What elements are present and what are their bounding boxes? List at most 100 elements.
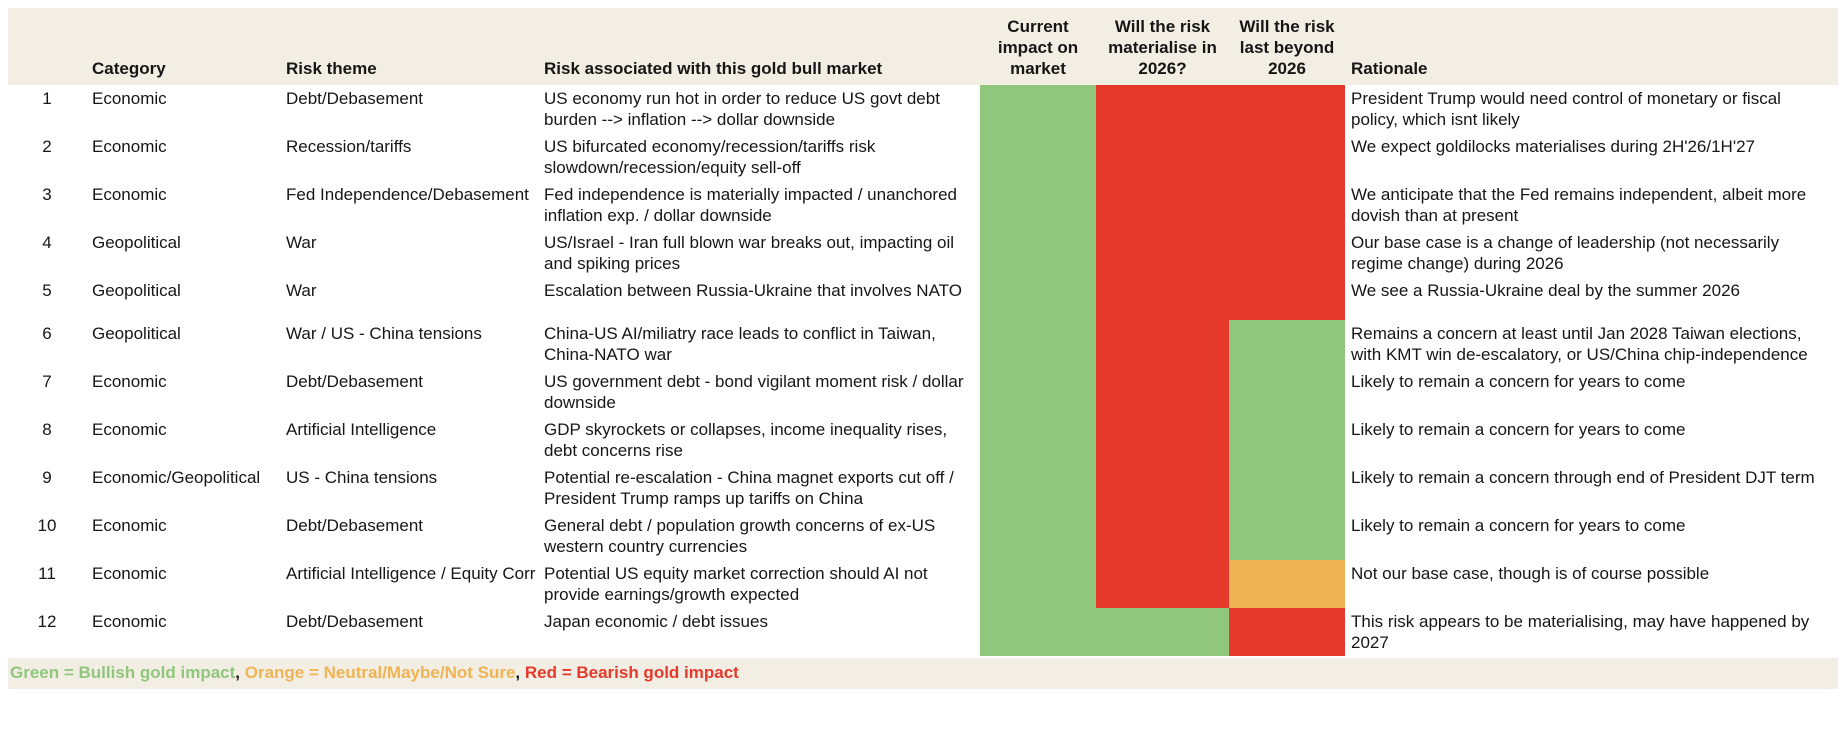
risk-description-cell: Potential US equity market correction sh…: [544, 564, 928, 604]
table-row: 3 Economic Fed Independence/Debasement Fed …: [8, 181, 1838, 229]
beyond-rating-cell: [1229, 85, 1345, 133]
risk-description-cell: China-US AI/miliatry race leads to confl…: [544, 324, 936, 364]
impact-rating-cell: [980, 464, 1096, 512]
table-row: 7 Economic Debt/Debasement US government de…: [8, 368, 1838, 416]
table-row: 5 Geopolitical War Escalation between Russi…: [8, 277, 1838, 320]
impact-rating-cell: [980, 368, 1096, 416]
col-header-materialise-2026: Will the risk materialise in 2026?: [1108, 17, 1217, 78]
table-row: 2 Economic Recession/tariffs US bifurcated …: [8, 133, 1838, 181]
category-cell: Economic: [92, 137, 167, 156]
col-header-risk-description: Risk associated with this gold bull mark…: [544, 59, 883, 78]
col-header-current-impact: Current impact on market: [997, 17, 1079, 78]
category-cell: Economic: [92, 185, 167, 204]
row-number: 12: [37, 612, 57, 631]
legend-segment: Green = Bullish gold impact: [10, 663, 236, 682]
materialise-rating-cell: [1096, 608, 1229, 656]
beyond-rating-cell: [1229, 229, 1345, 277]
legend: Green = Bullish gold impact, Orange = Ne…: [8, 658, 1838, 689]
risk-theme-cell: Debt/Debasement: [286, 516, 424, 535]
risk-description-cell: GDP skyrockets or collapses, income ineq…: [544, 420, 948, 460]
risk-theme-cell: Recession/tariffs: [286, 137, 412, 156]
table-row: 6 Geopolitical War / US - China tensions Ch…: [8, 320, 1838, 368]
rationale-cell: Likely to remain a concern for years to …: [1351, 372, 1686, 391]
risk-description-cell: US government debt - bond vigilant momen…: [544, 372, 964, 412]
row-number: 2: [42, 137, 52, 156]
materialise-rating-cell: [1096, 512, 1229, 560]
materialise-rating-cell: [1096, 560, 1229, 608]
materialise-rating-cell: [1096, 416, 1229, 464]
risk-theme-cell: Artificial Intelligence / Equity Corr: [286, 564, 536, 583]
impact-rating-cell: [980, 320, 1096, 368]
beyond-rating-cell: [1229, 416, 1345, 464]
legend-segment: ,: [235, 663, 245, 682]
materialise-rating-cell: [1096, 464, 1229, 512]
materialise-rating-cell: [1096, 277, 1229, 320]
category-cell: Economic: [92, 612, 167, 631]
table-row: 10 Economic Debt/Debasement General debt / …: [8, 512, 1838, 560]
beyond-rating-cell: [1229, 277, 1345, 320]
rationale-cell: This risk appears to be materialising, m…: [1351, 612, 1810, 652]
impact-rating-cell: [980, 229, 1096, 277]
legend-segment: Orange = Neutral/Maybe/Not Sure: [244, 663, 516, 682]
impact-rating-cell: [980, 133, 1096, 181]
category-cell: Economic: [92, 420, 167, 439]
impact-rating-cell: [980, 181, 1096, 229]
table-row: 8 Economic Artificial Intelligence GDP skyr…: [8, 416, 1838, 464]
table-row: 9 Economic/Geopolitical US - China tension…: [8, 464, 1838, 512]
table-row: 11 Economic Artificial Intelligence / Equi…: [8, 560, 1838, 608]
row-number: 7: [42, 372, 52, 391]
beyond-rating-cell: [1229, 560, 1345, 608]
risk-theme-cell: War / US - China tensions: [286, 324, 482, 343]
beyond-rating-cell: [1229, 181, 1345, 229]
beyond-rating-cell: [1229, 320, 1345, 368]
materialise-rating-cell: [1096, 229, 1229, 277]
beyond-rating-cell: [1229, 512, 1345, 560]
row-number: 10: [37, 516, 57, 535]
row-number: 4: [42, 233, 52, 252]
row-number: 11: [38, 564, 56, 583]
risk-theme-cell: Debt/Debasement: [286, 612, 424, 631]
category-cell: Geopolitical: [92, 281, 181, 300]
risk-theme-cell: Fed Independence/Debasement: [286, 185, 529, 204]
table-row: 12 Economic Debt/Debasement Japan economic …: [8, 608, 1838, 656]
category-cell: Economic: [92, 564, 167, 583]
materialise-rating-cell: [1096, 133, 1229, 181]
beyond-rating-cell: [1229, 464, 1345, 512]
beyond-rating-cell: [1229, 368, 1345, 416]
risk-description-cell: Escalation between Russia-Ukraine that i…: [544, 281, 962, 300]
materialise-rating-cell: [1096, 368, 1229, 416]
risk-description-cell: Japan economic / debt issues: [544, 612, 768, 631]
risk-description-cell: US bifurcated economy/recession/tariffs …: [544, 137, 876, 177]
rationale-cell: President Trump would need control of mo…: [1351, 89, 1781, 129]
rationale-cell: We anticipate that the Fed remains indep…: [1351, 185, 1807, 225]
legend-segment: ,: [515, 663, 525, 682]
category-cell: Economic: [92, 516, 167, 535]
category-cell: Economic: [92, 372, 167, 391]
materialise-rating-cell: [1096, 320, 1229, 368]
row-number: 1: [42, 89, 52, 108]
impact-rating-cell: [980, 416, 1096, 464]
rationale-cell: Likely to remain a concern for years to …: [1351, 420, 1686, 439]
rationale-cell: Likely to remain a concern for years to …: [1351, 516, 1686, 535]
rationale-cell: We see a Russia-Ukraine deal by the summ…: [1351, 281, 1740, 300]
risk-theme-cell: Debt/Debasement: [286, 372, 424, 391]
rationale-cell: Our base case is a change of leadership …: [1351, 233, 1780, 273]
rationale-cell: Not our base case, though is of course p…: [1351, 564, 1710, 583]
impact-rating-cell: [980, 277, 1096, 320]
category-cell: Geopolitical: [92, 324, 181, 343]
impact-rating-cell: [980, 560, 1096, 608]
legend-segment: Red = Bearish gold impact: [524, 663, 739, 682]
risk-description-cell: Potential re-escalation - China magnet e…: [544, 468, 954, 508]
rationale-cell: Likely to remain a concern through end o…: [1351, 468, 1815, 487]
category-cell: Economic/Geopolitical: [92, 468, 261, 487]
risk-description-cell: US economy run hot in order to reduce US…: [544, 89, 940, 129]
risk-description-cell: General debt / population growth concern…: [544, 516, 936, 556]
impact-rating-cell: [980, 608, 1096, 656]
col-header-rationale: Rationale: [1351, 59, 1428, 78]
materialise-rating-cell: [1096, 85, 1229, 133]
risk-theme-cell: US - China tensions: [286, 468, 438, 487]
row-number: 8: [42, 420, 52, 439]
rationale-cell: We expect goldilocks materialises during…: [1351, 137, 1755, 156]
row-number: 5: [42, 281, 52, 300]
